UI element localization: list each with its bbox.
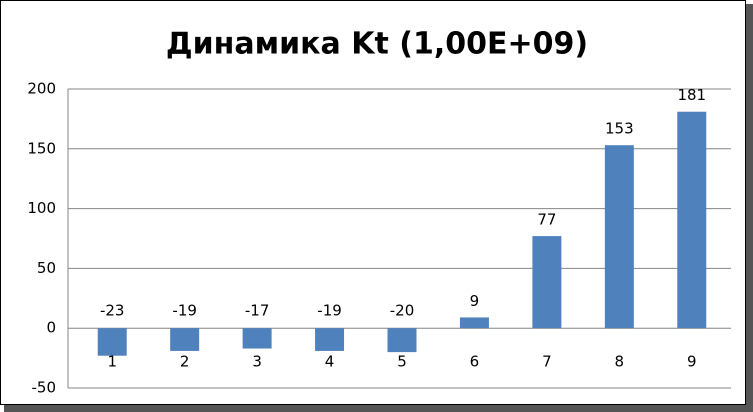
data-label: -17 [245, 302, 270, 320]
y-tick-label: 150 [27, 139, 56, 157]
bar [170, 328, 200, 351]
data-label: -23 [100, 302, 125, 320]
x-tick-label: 8 [615, 353, 625, 371]
bar [677, 111, 707, 329]
x-tick-label: 3 [252, 353, 262, 371]
x-tick-label: 4 [325, 353, 335, 371]
x-tick-label: 7 [542, 353, 552, 371]
chart-title: Динамика Kt (1,00E+09) [166, 27, 588, 62]
bar [97, 328, 127, 356]
data-label: 181 [677, 86, 706, 104]
bar [242, 328, 272, 349]
data-label: -19 [172, 302, 197, 320]
bar [387, 328, 417, 353]
frame-shadow [4, 405, 753, 412]
x-tick-label: 5 [397, 353, 407, 371]
data-label: -19 [317, 302, 342, 320]
x-tick-label: 2 [180, 353, 190, 371]
y-tick-label: -50 [32, 379, 57, 397]
data-label: -20 [390, 302, 415, 320]
data-label: 153 [605, 120, 634, 138]
frame-shadow [746, 4, 753, 412]
x-tick-label: 6 [470, 353, 480, 371]
data-label: 77 [537, 211, 556, 229]
bar [315, 328, 345, 351]
y-tick-label: 200 [27, 80, 56, 98]
y-tick-label: 0 [46, 319, 56, 337]
bar [459, 317, 489, 329]
bar [604, 145, 634, 329]
y-tick-label: 50 [37, 259, 56, 277]
data-label: 9 [470, 292, 480, 310]
x-tick-label: 9 [687, 353, 697, 371]
y-tick-label: 100 [27, 199, 56, 217]
bar [532, 236, 562, 329]
x-tick-label: 1 [107, 353, 117, 371]
